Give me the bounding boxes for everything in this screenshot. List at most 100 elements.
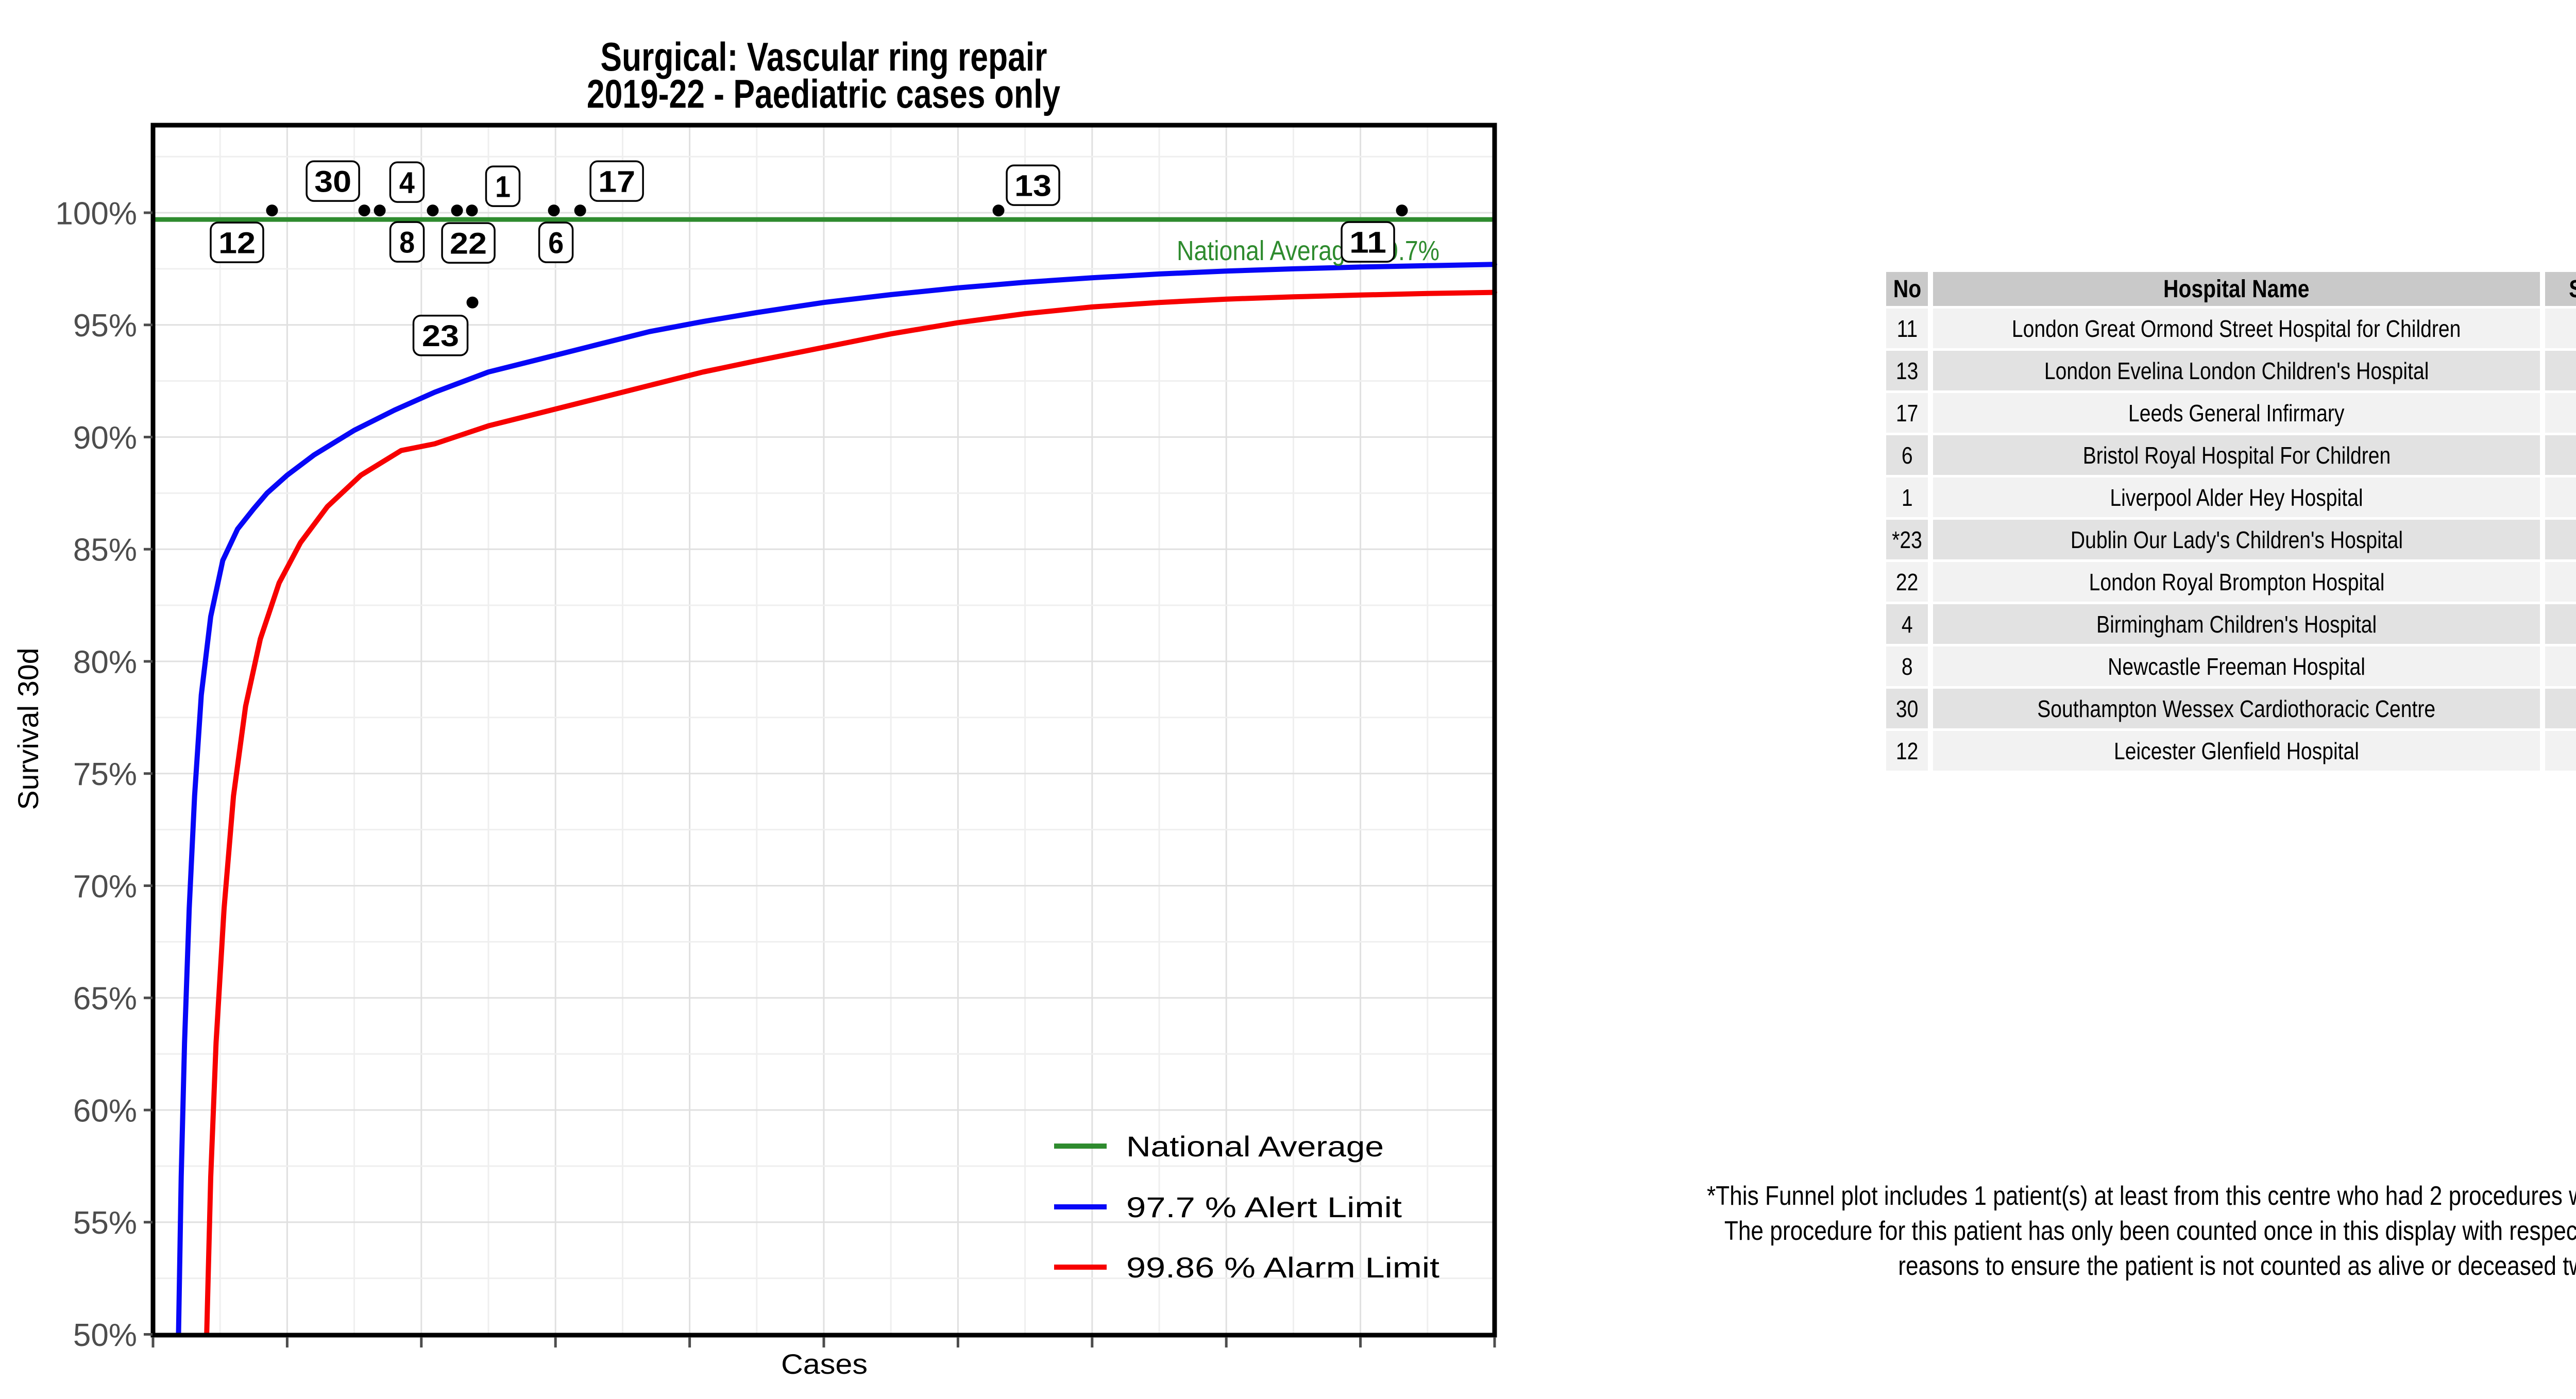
point-label-box-13 bbox=[1006, 164, 1060, 206]
point-label-box-4 bbox=[389, 161, 425, 203]
legend-label-0: National Average bbox=[1126, 1130, 1384, 1163]
table-cell-survival: 96% bbox=[2545, 520, 2576, 559]
y-tick-label: 60% bbox=[73, 1093, 137, 1129]
point-label-box-6 bbox=[538, 221, 574, 263]
y-tick-label: 55% bbox=[73, 1205, 137, 1241]
data-point-23 bbox=[466, 296, 479, 309]
point-label-box-30 bbox=[306, 160, 360, 202]
point-label-box-11 bbox=[1341, 221, 1395, 263]
x-axis-title: Cases bbox=[781, 1348, 868, 1380]
data-point-11 bbox=[1396, 204, 1408, 217]
point-label-11: 11 bbox=[1349, 226, 1386, 260]
table-cell-hospital-name: Birmingham Children's Hospital bbox=[1933, 604, 2540, 644]
y-tick-label: 65% bbox=[73, 981, 137, 1017]
alert-limit-curve bbox=[176, 262, 1497, 1337]
table-row: *23 Dublin Our Lady's Children's Hospital… bbox=[1886, 520, 2576, 559]
data-point-17 bbox=[574, 204, 586, 217]
data-point-30 bbox=[358, 204, 370, 217]
table-cell-survival: 100% bbox=[2545, 309, 2576, 348]
table-header-no: No bbox=[1886, 272, 1928, 306]
point-label-box-12 bbox=[210, 221, 264, 263]
table-row: 30 Southampton Wessex Cardiothoracic Cent… bbox=[1886, 689, 2576, 728]
table-cell-hospital-name: Liverpool Alder Hey Hospital bbox=[1933, 477, 2540, 517]
table-cell-hospital-name: London Great Ormond Street Hospital for … bbox=[1933, 309, 2540, 348]
table-header-name: Hospital Name bbox=[1933, 272, 2540, 306]
footnote: *This Funnel plot includes 1 patient(s) … bbox=[1599, 1179, 2576, 1284]
footnote-line2: The procedure for this patient has only … bbox=[1724, 1216, 2576, 1246]
y-tick-label: 75% bbox=[73, 757, 137, 792]
table-cell-survival: 100% bbox=[2545, 435, 2576, 475]
table-cell-no: 13 bbox=[1886, 351, 1928, 390]
table-cell-no: 17 bbox=[1886, 393, 1928, 433]
table-cell-survival: 100% bbox=[2545, 393, 2576, 433]
funnel-plot: National Average: 99.7% 12 30 8 4 221 23 6 17 13 1… bbox=[12, 123, 1497, 1380]
point-label-box-17 bbox=[589, 160, 644, 202]
point-label-box-1 bbox=[485, 165, 521, 207]
table-cell-no: 8 bbox=[1886, 646, 1928, 686]
point-label-box-8 bbox=[389, 221, 425, 263]
table-cell-survival: 100% bbox=[2545, 562, 2576, 602]
point-label-17: 17 bbox=[598, 165, 635, 199]
table-cell-no: 6 bbox=[1886, 435, 1928, 475]
table-cell-survival: 100% bbox=[2545, 731, 2576, 771]
point-label-6: 6 bbox=[548, 227, 564, 260]
data-point-12 bbox=[266, 204, 278, 217]
table-cell-no: *23 bbox=[1886, 520, 1928, 559]
alarm-limit-curve bbox=[204, 289, 1497, 1337]
table-cell-no: 1 bbox=[1886, 477, 1928, 517]
y-tick-label: 90% bbox=[73, 420, 137, 456]
point-label-8: 8 bbox=[399, 226, 415, 260]
point-label-23: 23 bbox=[422, 319, 459, 353]
point-label-box-22 bbox=[441, 222, 496, 264]
table-cell-hospital-name: London Royal Brompton Hospital bbox=[1933, 562, 2540, 602]
chart-title: Surgical: Vascular ring repair 2019-22 -… bbox=[153, 34, 1495, 116]
data-point-22 bbox=[451, 204, 463, 217]
point-label-13: 13 bbox=[1014, 169, 1052, 203]
table-cell-hospital-name: Dublin Our Lady's Children's Hospital bbox=[1933, 520, 2540, 559]
data-point-6 bbox=[548, 204, 560, 217]
y-tick-label: 80% bbox=[73, 644, 137, 680]
point-label-1: 1 bbox=[495, 170, 511, 204]
table-cell-hospital-name: London Evelina London Children's Hospita… bbox=[1933, 351, 2540, 390]
table-header-survival: Survival 30d bbox=[2545, 272, 2576, 306]
chart-title-line2: 2019-22 - Paediatric cases only bbox=[587, 71, 1061, 116]
table-cell-survival: 100% bbox=[2545, 689, 2576, 728]
point-label-12: 12 bbox=[218, 227, 256, 260]
data-point-1 bbox=[466, 204, 478, 217]
chart-title-line1: Surgical: Vascular ring repair bbox=[600, 34, 1047, 79]
y-tick-label: 50% bbox=[73, 1318, 137, 1353]
table-cell-hospital-name: Southampton Wessex Cardiothoracic Centre bbox=[1933, 689, 2540, 728]
table-cell-survival: 100% bbox=[2545, 646, 2576, 686]
data-point-4 bbox=[427, 204, 439, 217]
footnote-line3: reasons to ensure the patient is not cou… bbox=[1898, 1251, 2576, 1281]
table-cell-hospital-name: Bristol Royal Hospital For Children bbox=[1933, 435, 2540, 475]
point-label-30: 30 bbox=[314, 165, 351, 199]
table-cell-no: 4 bbox=[1886, 604, 1928, 644]
y-tick-label: 100% bbox=[55, 196, 137, 231]
table-cell-no: 11 bbox=[1886, 309, 1928, 348]
table-cell-no: 30 bbox=[1886, 689, 1928, 728]
table-cell-no: 22 bbox=[1886, 562, 1928, 602]
table-cell-no: 12 bbox=[1886, 731, 1928, 771]
table-row: 13 London Evelina London Children's Hospi… bbox=[1886, 351, 2576, 390]
panel-border bbox=[150, 123, 1497, 1338]
point-label-4: 4 bbox=[399, 166, 415, 200]
y-axis-title: Survival 30d bbox=[12, 648, 44, 810]
data-point-8 bbox=[374, 204, 386, 217]
table-header-row: No Hospital Name Survival 30d bbox=[1886, 272, 2576, 306]
data-point-13 bbox=[992, 204, 1005, 217]
point-label-box-23 bbox=[412, 314, 469, 356]
legend-label-2: 99.86 % Alarm Limit bbox=[1126, 1251, 1440, 1284]
table-cell-hospital-name: Leeds General Infirmary bbox=[1933, 393, 2540, 433]
legend-label-1: 97.7 % Alert Limit bbox=[1126, 1191, 1402, 1223]
national-average-annotation: National Average: 99.7% bbox=[1177, 235, 1439, 266]
